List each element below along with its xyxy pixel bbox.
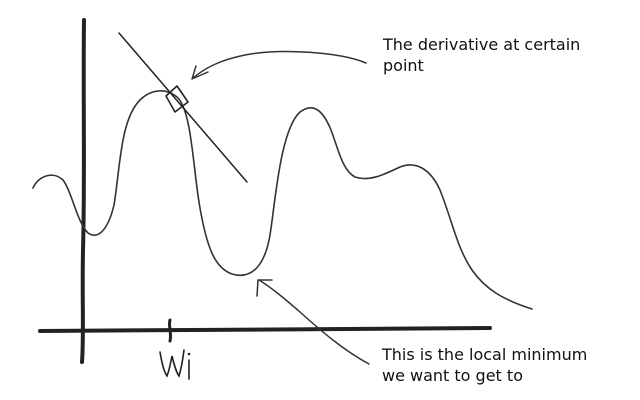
tangent-point-box: [165, 85, 189, 113]
minimum-arrow: [258, 279, 370, 365]
minimum-arrow-head: [256, 279, 273, 297]
minimum-note: This is the local minimum we want to get…: [382, 344, 637, 386]
derivative-note: The derivative at certain point: [383, 34, 633, 76]
derivative-arrow-head: [191, 65, 209, 80]
derivative-note-line2: point: [383, 56, 424, 75]
x-tick-label-wi: Wi: [159, 349, 191, 380]
tangent-line: [118, 32, 248, 183]
minimum-note-line1: This is the local minimum: [382, 345, 588, 364]
y-axis: [80, 18, 86, 364]
derivative-arrow: [192, 50, 367, 79]
wi-handwriting: [159, 349, 185, 378]
x-axis: [38, 326, 492, 333]
loss-curve: [32, 90, 533, 310]
minimum-note-line2: we want to get to: [382, 366, 523, 385]
derivative-note-line1: The derivative at certain: [383, 35, 581, 54]
x-axis-tick: [167, 318, 173, 343]
wi-i-dot: [187, 352, 191, 356]
